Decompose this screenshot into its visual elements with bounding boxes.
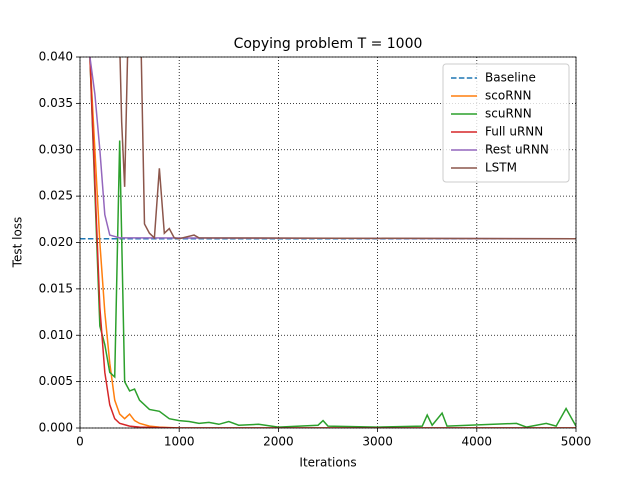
legend-label: Baseline: [485, 71, 536, 85]
x-tick-label: 1000: [164, 435, 195, 449]
series-line: [89, 57, 576, 428]
x-tick-label: 5000: [561, 435, 592, 449]
x-tick-label: 3000: [362, 435, 393, 449]
y-tick-label: 0.040: [39, 50, 73, 64]
plot-area: [80, 57, 576, 428]
chart-title: Copying problem T = 1000: [234, 36, 423, 52]
x-tick-label: 4000: [462, 435, 493, 449]
x-axis-title: Iterations: [299, 456, 356, 470]
y-tick-label: 0.015: [39, 281, 73, 295]
y-tick-label: 0.020: [39, 235, 73, 249]
legend-label: Full uRNN: [485, 125, 543, 139]
y-axis-title: Test loss: [11, 217, 25, 269]
legend-label: Rest uRNN: [485, 143, 549, 157]
series-line: [89, 57, 576, 428]
series-line: [89, 57, 576, 240]
y-tick-label: 0.000: [39, 421, 73, 435]
y-tick-label: 0.035: [39, 96, 73, 110]
legend-box: [442, 63, 570, 183]
x-tick-label: 0: [76, 435, 84, 449]
legend: Baseline scoRNN scuRNN Full uRNN Rest uRNN LS…: [442, 63, 570, 183]
y-tick-label: 0.025: [39, 189, 73, 203]
series-line: [119, 57, 576, 240]
x-tick-label: 2000: [263, 435, 294, 449]
legend-label: scuRNN: [485, 107, 532, 121]
legend-label: scoRNN: [485, 89, 531, 103]
legend-label: LSTM: [485, 161, 517, 175]
y-tick-label: 0.005: [39, 374, 73, 388]
y-tick-label: 0.030: [39, 142, 73, 156]
y-tick-label: 0.010: [39, 328, 73, 342]
